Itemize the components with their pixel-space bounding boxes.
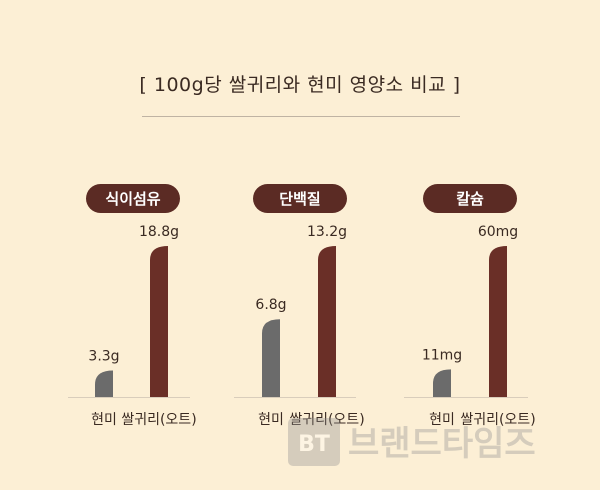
watermark-text: 브랜드타임즈 — [348, 424, 536, 464]
title-underline — [142, 116, 460, 117]
metric-title-pill — [253, 184, 347, 213]
metric-title: 단백질 — [279, 190, 320, 208]
watermark-logo-letters: BT — [298, 432, 330, 457]
data-label: 13.2g — [307, 224, 347, 240]
category-label: 현미 — [91, 412, 117, 428]
bar-brown-rice — [433, 369, 451, 397]
bar-oat — [489, 246, 507, 397]
data-label: 6.8g — [255, 297, 286, 313]
category-label: 현미 — [258, 412, 284, 428]
data-label: 11mg — [422, 347, 462, 363]
metric-title: 식이섬유 — [105, 190, 160, 208]
category-label: 쌀귀리(오트) — [289, 412, 364, 428]
category-label: 쌀귀리(오트) — [460, 412, 535, 428]
metric-title: 칼슘 — [456, 190, 484, 208]
bar-oat — [150, 246, 168, 397]
data-label: 3.3g — [88, 348, 119, 364]
bar-oat — [318, 246, 336, 397]
metric-title-pill — [86, 184, 180, 213]
chart-title: [ 100g당 쌀귀리와 현미 영양소 비교 ] — [139, 74, 461, 96]
watermark: BT 브랜드타임즈 — [288, 418, 536, 466]
data-label: 60mg — [478, 224, 518, 240]
bar-brown-rice — [262, 319, 280, 397]
bar-brown-rice — [95, 370, 113, 397]
metric-title-pill — [423, 184, 517, 213]
category-label: 쌀귀리(오트) — [121, 412, 196, 428]
category-label: 현미 — [429, 412, 455, 428]
data-label: 18.8g — [139, 224, 179, 240]
watermark-logo-box — [288, 418, 340, 466]
